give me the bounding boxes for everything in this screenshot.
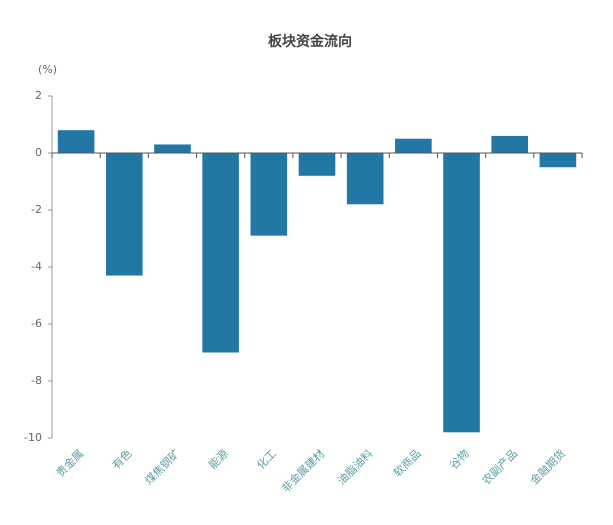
x-tick-label: 化工 — [254, 446, 279, 471]
bar — [346, 153, 384, 205]
x-tick-label: 金融期货 — [527, 446, 568, 487]
x-tick-label: 农副产品 — [479, 446, 520, 487]
bar — [250, 153, 288, 236]
bar — [491, 135, 529, 153]
chart-title: 板块资金流向 — [268, 33, 352, 50]
y-tick-label: 0 — [35, 146, 42, 159]
bar — [443, 153, 480, 433]
y-tick-label: 2 — [35, 89, 42, 102]
y-tick-label: -8 — [31, 374, 42, 387]
bar — [202, 153, 239, 353]
x-tick-label: 谷物 — [446, 446, 471, 471]
x-tick-label: 非金属建材 — [278, 446, 327, 495]
bar — [539, 153, 577, 168]
y-tick-label: -2 — [31, 203, 42, 216]
bar — [154, 144, 191, 153]
bar — [105, 153, 143, 276]
y-tick-label: -4 — [31, 260, 42, 273]
y-tick-label: -6 — [31, 317, 42, 330]
y-axis-label: (%) — [38, 63, 57, 76]
y-tick-label: -10 — [24, 431, 42, 444]
x-tick-label: 油脂油料 — [334, 446, 375, 487]
bar — [57, 130, 95, 153]
x-tick-label: 煤焦钢矿 — [142, 447, 182, 487]
bar — [298, 153, 336, 176]
x-tick-label: 有色 — [109, 446, 134, 471]
bar — [395, 138, 432, 153]
x-tick-label: 软商品 — [390, 446, 423, 479]
x-tick-label: 贵金属 — [53, 446, 86, 479]
x-tick-label: 能源 — [205, 446, 230, 471]
